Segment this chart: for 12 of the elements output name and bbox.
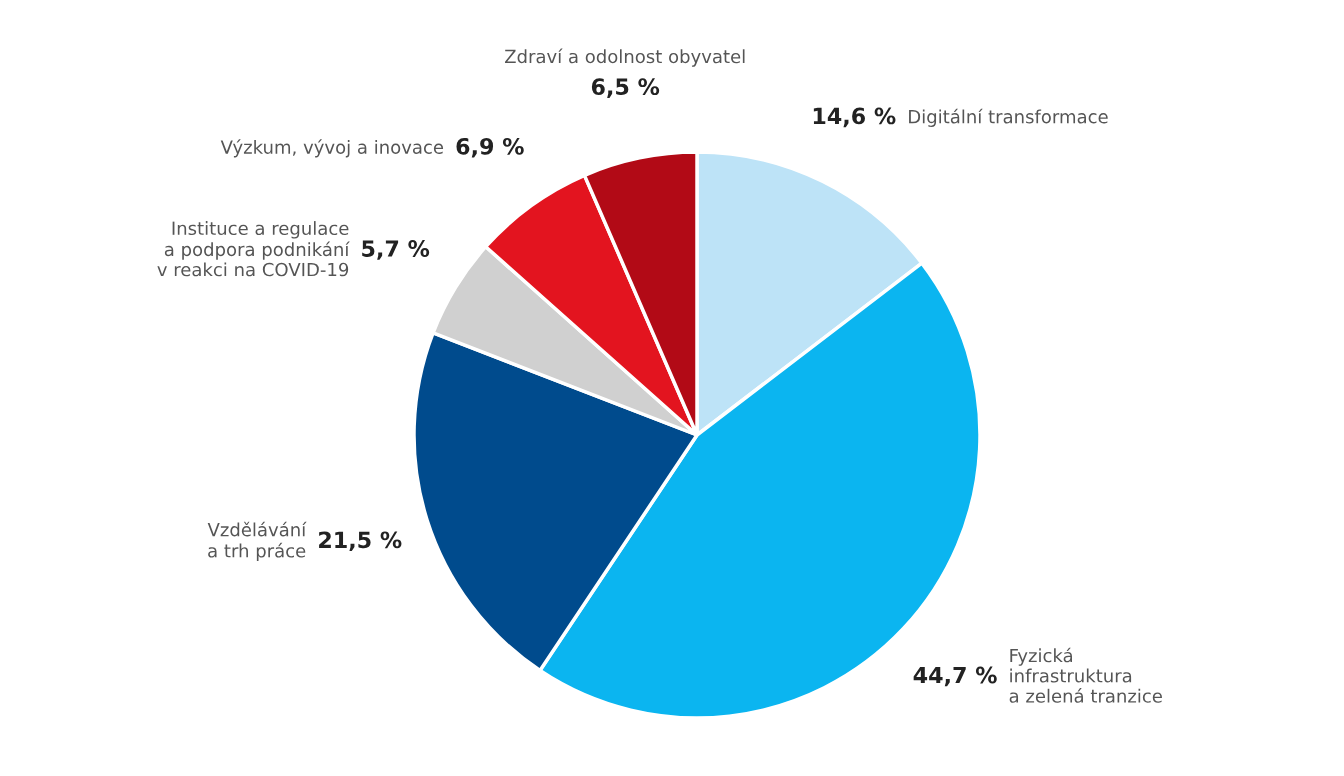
data-label: 14,6 %	[813, 107, 896, 128]
data-label: 6,5 %	[591, 78, 660, 98]
slice-label: Výzkum, vývoj a inovace	[220, 139, 444, 158]
data-label: 21,5 %	[319, 531, 402, 552]
slice-label: Vzdělávání a trh práce	[207, 521, 307, 562]
slice-label: Digitální transformace	[909, 108, 1108, 127]
data-label: 6,9 %	[456, 137, 524, 158]
slice-label: Fyzická infrastruktura a zelená tranzice	[1009, 647, 1162, 703]
slice-label: Instituce a regulace a podpora podnikání v reakci na COVID-19	[157, 221, 350, 277]
data-label: 5,7 %	[362, 240, 430, 260]
data-label: 44,7 %	[913, 666, 997, 687]
slice-label: Zdraví a odolnost obyvatel	[505, 48, 745, 67]
